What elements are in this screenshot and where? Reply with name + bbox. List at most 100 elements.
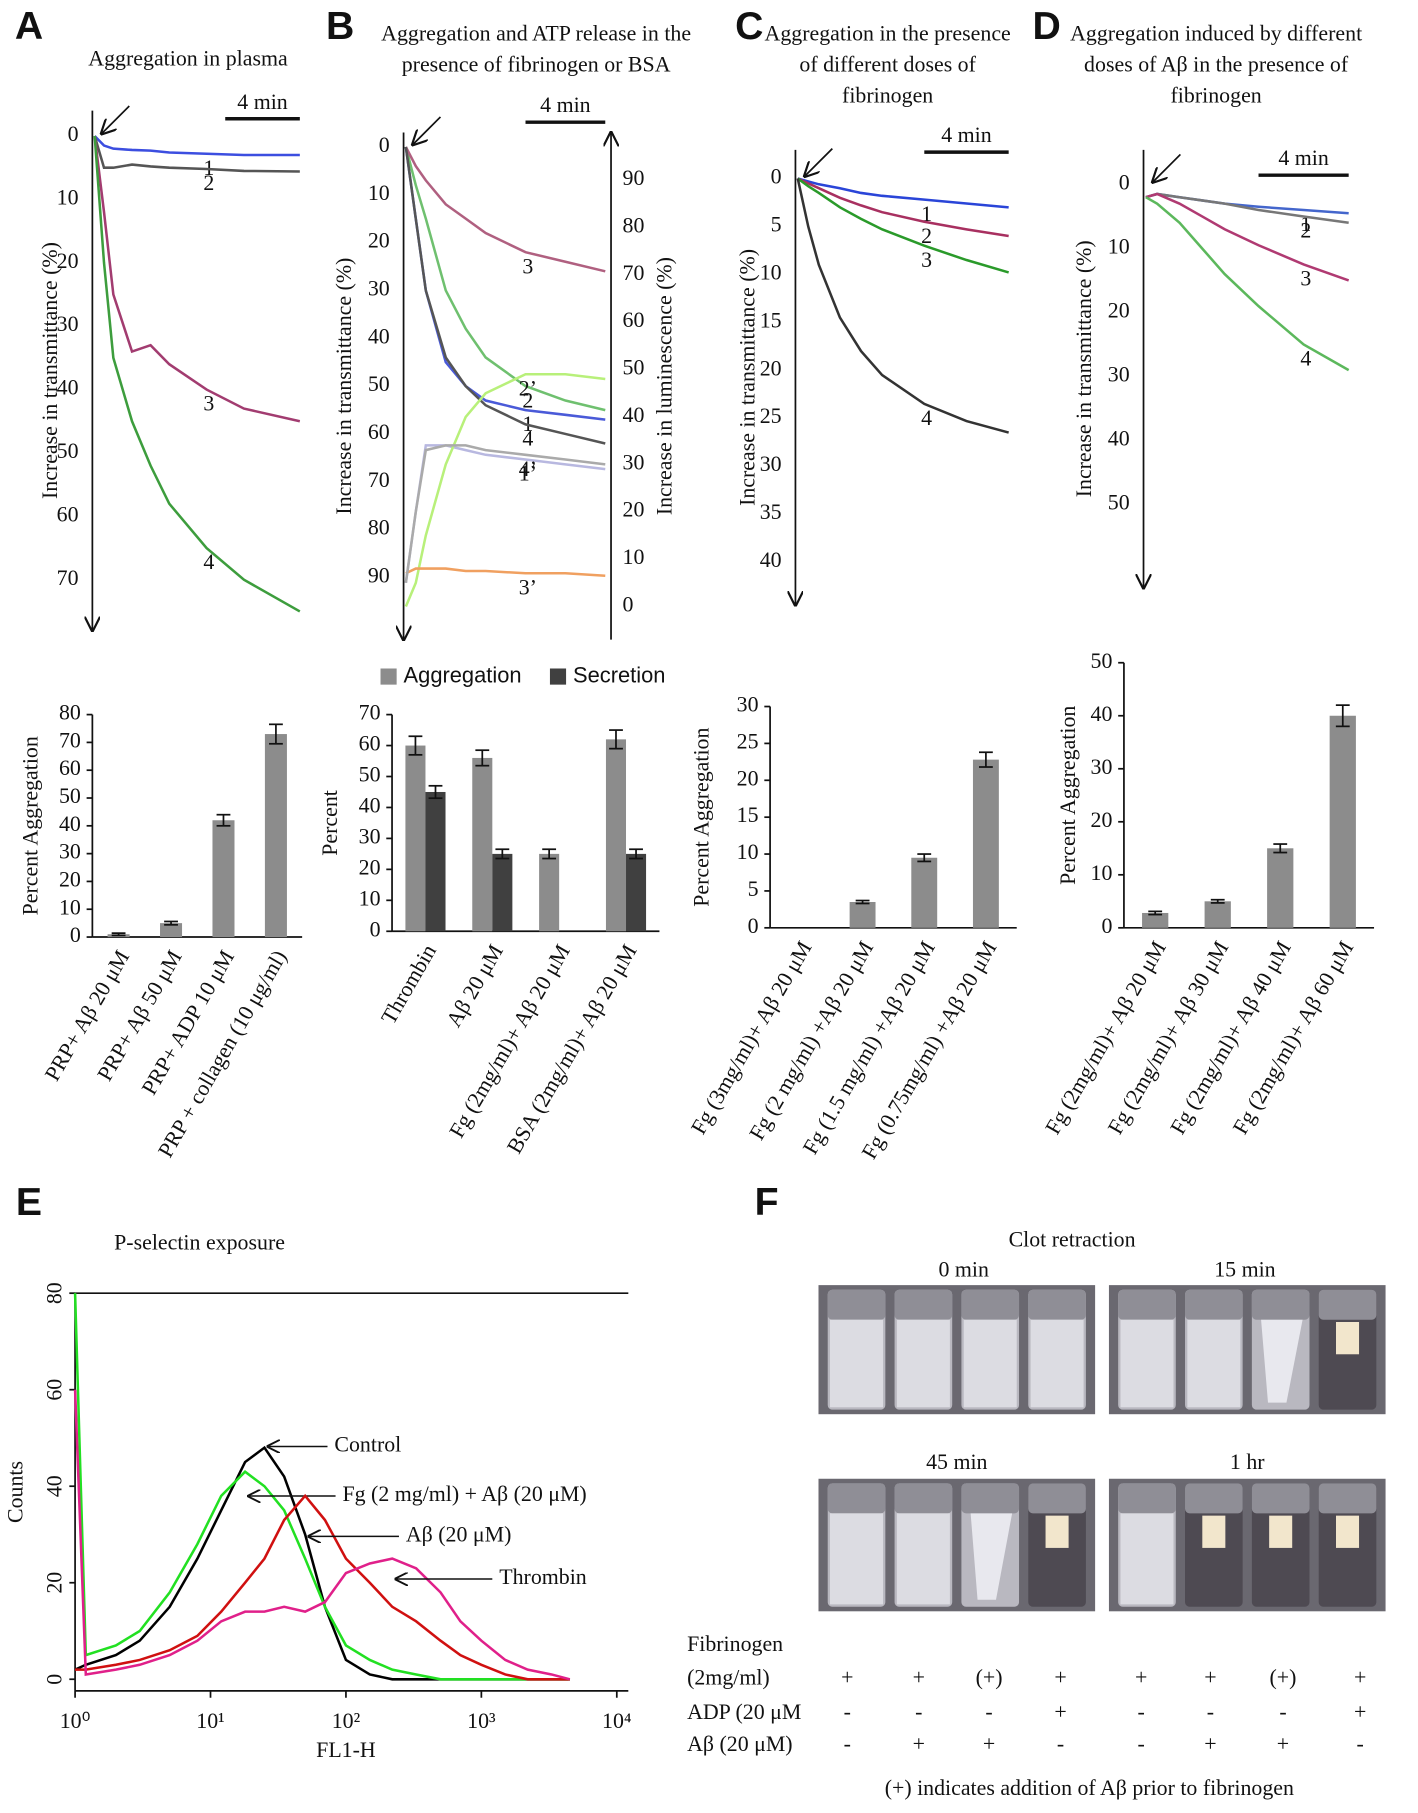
y-tick-label: 0 [1101,913,1112,938]
y-tick-label: 20 [737,765,759,790]
y-axis-label: Increase in transmittance (%) [1071,240,1096,497]
y2-tick-label: 80 [623,212,645,237]
y-tick-label: 0 [379,132,390,157]
row-mark: - [1279,1699,1286,1724]
y-tick-label: 40 [1091,701,1113,726]
series-label: Fg (2 mg/ml) + Aβ (20 μM) [342,1481,586,1506]
panel-letter: E [16,1181,42,1224]
row-mark: - [1057,1731,1064,1756]
panel-letter: D [1033,5,1061,48]
chart-title-box: Aggregation in plasma [88,47,287,71]
tube-top [961,1483,1020,1514]
y-tick-label: 20 [760,355,782,380]
row-mark: - [844,1731,851,1756]
plasma [1030,1319,1084,1408]
row-mark: + [1354,1699,1366,1724]
plasma [1187,1319,1241,1408]
plasma [1120,1513,1174,1605]
clot [970,1513,1013,1600]
y-tick-label: 50 [359,762,381,787]
row-mark: + [841,1664,853,1689]
series-line [404,444,606,584]
row-label: ADP (20 μM [687,1699,801,1724]
bar [405,745,426,932]
error-bar [216,813,231,827]
row-label: Fibrinogen [687,1631,783,1656]
series-line [404,146,606,273]
bar [160,923,183,938]
y-tick-label: 25 [760,403,782,428]
y2-tick-label: 50 [623,355,645,380]
series-label: 1 [921,201,932,226]
bar [849,902,876,928]
x-tick-label: Fg (2mg/ml)+ Aβ 20 μM [444,940,575,1142]
row-mark: - [1138,1699,1145,1724]
row-label: (2mg/ml) [687,1664,770,1689]
series-label: 2 [203,170,214,195]
y-tick-label: 40 [42,1475,67,1497]
row-mark: + [913,1664,925,1689]
row-mark: - [1357,1731,1364,1756]
series-line [73,1293,570,1681]
panel-title: Clot retraction [1009,1226,1136,1251]
y-tick-label: 50 [59,783,81,808]
series-line [93,135,300,157]
row-mark: + [1204,1731,1216,1756]
x-tick-label: 10⁰ [60,1708,91,1733]
y-tick-label: 30 [368,275,390,300]
series-label: 3 [522,253,533,278]
addition-arrow [102,105,130,134]
chart-title: Aggregation in the presence of different… [764,21,1011,109]
plasma [1120,1319,1174,1408]
y-tick-label: 30 [359,823,381,848]
row-mark: - [985,1699,992,1724]
y-tick-label: 5 [771,212,782,237]
y2-tick-label: 60 [623,307,645,332]
tube-top [1318,1483,1377,1514]
error-bar [542,848,557,860]
bar [264,734,287,938]
series-line [1145,192,1350,282]
y-axis-label: Increase in transmittance (%) [331,258,356,515]
x-tick-label: Aβ 20 μM [441,940,508,1031]
row-mark: + [1054,1664,1066,1689]
time-label: 1 hr [1230,1449,1265,1474]
y-tick-label: 0 [370,916,381,941]
series-label: 2 [1300,218,1311,243]
x-axis-label: FL1-H [316,1737,376,1762]
bar [911,857,938,928]
addition-arrow [805,148,833,177]
tube-top [1185,1289,1243,1320]
tube-top [1028,1483,1086,1514]
y-tick-label: 40 [359,792,381,817]
y-tick-label: 20 [1108,298,1130,323]
row-mark: - [1207,1699,1214,1724]
series-line [797,177,1009,209]
error-bar [111,932,126,937]
series-line [1145,196,1350,372]
series-line [404,146,606,412]
series-label: 1 [203,155,214,180]
y-tick-label: 0 [748,913,759,938]
row-mark: + [913,1731,925,1756]
error-bar [1335,704,1350,728]
y-tick-label: 30 [760,451,782,476]
y-tick-label: 50 [368,371,390,396]
row-mark: + [1204,1664,1216,1689]
error-bar [408,735,423,756]
row-mark: (+) [976,1664,1003,1689]
series-label: Control [334,1432,401,1457]
bar [1204,901,1231,928]
tube-top [1251,1483,1310,1514]
row-mark: + [983,1731,995,1756]
bar [1267,848,1294,928]
y2-tick-label: 90 [623,165,645,190]
panel-letter: A [15,5,43,48]
error-bar [609,729,623,750]
bar [626,853,647,932]
x-tick-label: Thrombin [376,940,441,1028]
y-tick-label: 35 [760,499,782,524]
legend-swatch [380,668,397,685]
series-line [93,135,301,613]
error-bar [164,920,178,926]
